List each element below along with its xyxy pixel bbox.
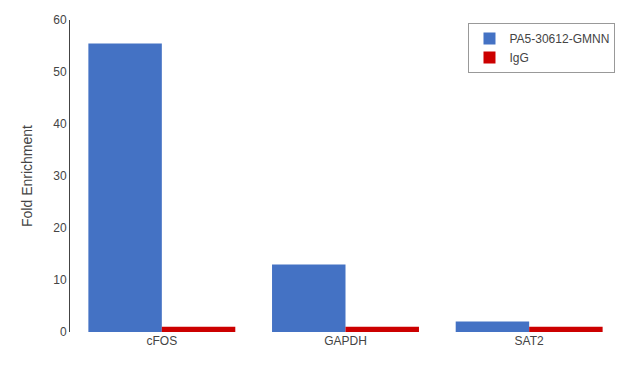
svg-text:Fold Enrichment: Fold Enrichment: [19, 125, 35, 227]
svg-text:60: 60: [53, 13, 67, 27]
svg-text:0: 0: [60, 325, 67, 339]
svg-text:SAT2: SAT2: [515, 334, 544, 348]
svg-text:GAPDH: GAPDH: [324, 334, 367, 348]
svg-text:50: 50: [53, 65, 67, 79]
svg-text:30: 30: [53, 169, 67, 183]
svg-text:10: 10: [53, 273, 67, 287]
svg-text:20: 20: [53, 221, 67, 235]
svg-text:cFOS: cFOS: [146, 334, 177, 348]
svg-text:IgG: IgG: [509, 51, 528, 65]
svg-text:40: 40: [53, 117, 67, 131]
svg-text:PA5-30612-GMNN: PA5-30612-GMNN: [509, 32, 609, 46]
